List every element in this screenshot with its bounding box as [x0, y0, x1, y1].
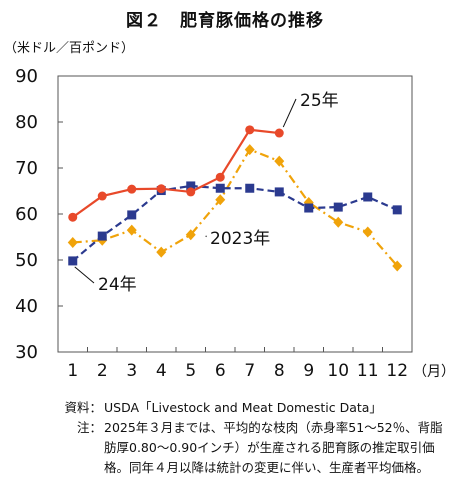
x-tick-label: 3	[126, 361, 137, 381]
y-tick-label: 30	[15, 342, 38, 363]
line-chart: 30405060708090123456789101112（月）25年2023年…	[15, 66, 450, 381]
data-point	[363, 192, 373, 202]
data-point	[185, 229, 196, 241]
series-label-leader	[282, 98, 297, 128]
data-point	[304, 203, 314, 213]
data-point	[245, 125, 255, 135]
data-point	[97, 191, 107, 201]
x-tick-label: 4	[156, 361, 167, 381]
series-line	[72, 128, 280, 219]
source-text: USDA「Livestock and Meat Domestic Data」	[104, 400, 382, 415]
data-point	[186, 187, 196, 197]
chart-title: 図２ 肥育豚価格の推移	[126, 11, 324, 31]
data-point	[245, 183, 255, 193]
data-point	[186, 181, 196, 191]
data-point	[156, 246, 167, 258]
y-tick-label: 80	[15, 112, 38, 133]
x-tick-label: 5	[185, 361, 196, 381]
data-point	[274, 128, 284, 138]
series-label: 25年	[300, 91, 339, 111]
data-point	[215, 172, 225, 182]
x-axis-unit-label: （月）	[413, 364, 450, 380]
data-point	[68, 256, 78, 266]
series-line	[72, 184, 398, 262]
series-label-leader	[74, 266, 95, 284]
x-tick-label: 1	[67, 361, 78, 381]
x-tick-label: 6	[215, 361, 226, 381]
data-point	[362, 226, 373, 238]
data-point	[215, 194, 226, 206]
source-note: 資料： USDA「Livestock and Meat Domestic Dat…	[58, 398, 448, 418]
notes: 資料： USDA「Livestock and Meat Domestic Dat…	[58, 398, 448, 478]
footnote: 注： 2025年３月までは、平均的な枝肉（赤身率51～52％、背脂肪厚0.80～…	[58, 418, 448, 478]
data-point	[274, 155, 285, 167]
y-axis-unit-label: （米ドル／百ポンド）	[4, 41, 135, 56]
x-tick-label: 12	[386, 361, 408, 381]
data-point	[156, 184, 166, 194]
footnote-label: 注：	[76, 420, 102, 435]
y-tick-label: 60	[15, 204, 38, 225]
y-tick-label: 50	[15, 250, 38, 271]
y-tick-label: 70	[15, 158, 38, 179]
data-point	[127, 210, 137, 220]
series-label: 2023年	[210, 229, 270, 249]
x-tick-label: 8	[274, 361, 285, 381]
data-point	[333, 202, 343, 212]
data-point	[215, 183, 225, 193]
x-tick-label: 11	[357, 361, 379, 381]
y-tick-label: 90	[15, 66, 38, 87]
data-point	[392, 260, 403, 272]
x-tick-label: 9	[303, 361, 314, 381]
data-point	[97, 231, 107, 241]
series-label: 24年	[98, 275, 137, 295]
source-label: 資料：	[64, 400, 102, 415]
plot-frame	[57, 75, 413, 353]
data-point	[126, 224, 137, 236]
data-point	[274, 187, 284, 197]
data-point	[333, 216, 344, 228]
footnote-text: 2025年３月までは、平均的な枝肉（赤身率51～52％、背脂肪厚0.80～0.9…	[104, 420, 443, 475]
data-point	[68, 212, 78, 222]
x-tick-label: 2	[97, 361, 108, 381]
data-point	[392, 205, 402, 215]
data-point	[127, 184, 137, 194]
data-point	[67, 237, 78, 249]
data-point	[244, 144, 255, 156]
x-tick-label: 10	[327, 361, 349, 381]
y-tick-label: 40	[15, 296, 38, 317]
x-tick-label: 7	[244, 361, 255, 381]
